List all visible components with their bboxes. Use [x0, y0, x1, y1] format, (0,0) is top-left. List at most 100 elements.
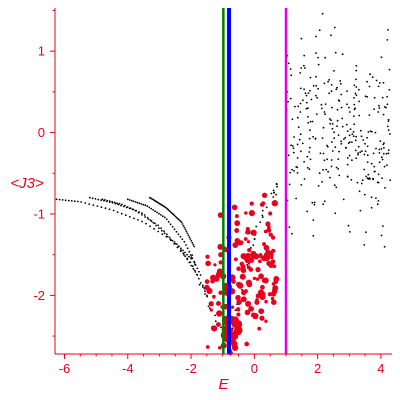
data-point — [179, 220, 182, 222]
data-point — [188, 255, 190, 258]
data-point — [287, 100, 289, 103]
data-point — [350, 179, 353, 181]
data-point — [146, 216, 149, 219]
data-point — [384, 187, 386, 189]
data-point — [267, 292, 273, 297]
data-point — [183, 226, 186, 229]
data-point — [258, 259, 262, 264]
data-point — [160, 227, 163, 230]
data-point — [291, 118, 294, 121]
data-point — [178, 219, 181, 221]
data-point — [152, 221, 155, 224]
data-point — [379, 140, 382, 143]
data-point — [270, 192, 273, 195]
data-point — [315, 35, 317, 38]
data-point — [173, 228, 176, 231]
data-point — [217, 212, 224, 218]
data-point — [388, 68, 391, 71]
data-point — [261, 214, 264, 217]
data-point — [126, 206, 129, 208]
data-point — [262, 242, 266, 247]
data-point — [358, 100, 360, 103]
data-point — [333, 184, 336, 187]
data-point — [372, 178, 375, 181]
data-point — [138, 211, 141, 213]
data-point — [386, 103, 389, 106]
data-point — [165, 235, 168, 238]
data-point — [271, 200, 278, 207]
data-point — [307, 116, 309, 118]
data-point — [245, 279, 252, 286]
data-point — [366, 177, 369, 180]
x-axis-title: E — [218, 376, 229, 393]
data-point — [264, 299, 268, 304]
data-point — [317, 87, 319, 90]
data-point — [365, 175, 367, 178]
data-point — [298, 138, 301, 141]
series-2 — [204, 192, 280, 356]
data-point — [335, 88, 338, 91]
data-point — [255, 277, 260, 281]
x-tick-label: -4 — [122, 361, 134, 376]
data-point — [308, 168, 311, 171]
data-point — [240, 267, 247, 274]
data-point — [312, 219, 315, 222]
data-point — [380, 148, 383, 150]
data-point — [149, 219, 152, 222]
data-point — [380, 234, 383, 237]
data-point — [128, 199, 131, 201]
data-point — [288, 183, 291, 186]
data-point — [245, 227, 250, 231]
data-point — [266, 227, 272, 233]
data-point — [166, 235, 169, 238]
x-tick-label: -2 — [185, 361, 197, 376]
data-point — [230, 305, 235, 309]
data-point — [258, 254, 263, 259]
data-point — [198, 283, 201, 286]
data-point — [382, 225, 384, 228]
data-point — [300, 37, 303, 40]
data-point — [84, 202, 87, 204]
data-point — [288, 226, 291, 229]
data-point — [360, 182, 363, 185]
data-point — [220, 326, 223, 329]
data-point — [234, 220, 241, 227]
data-point — [323, 200, 326, 203]
data-point — [387, 129, 390, 132]
x-tick-label: -6 — [59, 361, 71, 376]
data-point — [257, 326, 262, 331]
data-point — [303, 64, 305, 67]
data-point — [378, 82, 381, 84]
data-point — [309, 120, 312, 123]
data-point — [271, 299, 277, 305]
data-point — [381, 177, 383, 180]
data-point — [272, 189, 275, 192]
data-point — [299, 102, 302, 105]
data-point — [334, 212, 337, 215]
data-point — [216, 310, 223, 317]
data-point — [185, 244, 187, 246]
data-point — [315, 113, 318, 115]
data-point — [276, 183, 278, 186]
data-point — [341, 125, 344, 128]
plot-area — [55, 12, 392, 356]
data-point — [306, 166, 309, 169]
data-point — [318, 172, 321, 175]
data-point — [183, 253, 185, 256]
data-point — [218, 260, 223, 265]
data-point — [259, 315, 265, 321]
data-point — [116, 211, 119, 214]
y-tick-label: 0 — [38, 125, 45, 140]
data-point — [188, 236, 191, 239]
data-point — [358, 190, 361, 193]
data-point — [260, 284, 265, 290]
data-point — [160, 214, 162, 216]
data-point — [346, 130, 349, 133]
data-point — [294, 105, 296, 108]
data-point — [263, 229, 268, 234]
data-point — [354, 139, 357, 142]
data-point — [205, 254, 210, 259]
data-point — [214, 314, 217, 317]
data-point — [303, 54, 306, 57]
data-point — [205, 345, 210, 349]
